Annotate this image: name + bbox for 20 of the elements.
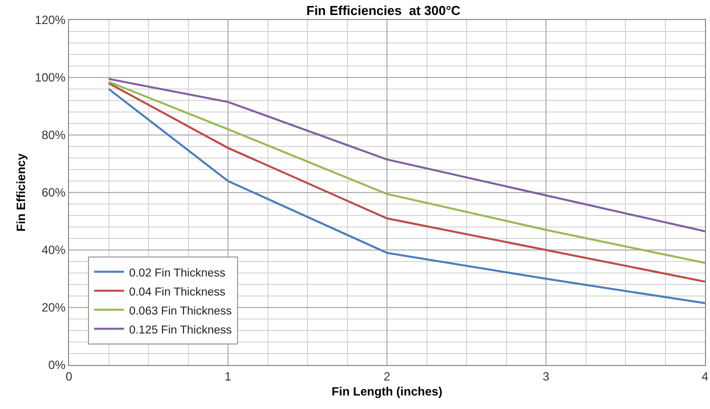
y-tick-label: 120% (34, 13, 66, 28)
x-tick-label: 1 (224, 369, 232, 384)
x-tick-label: 0 (66, 369, 73, 384)
x-tick-label: 3 (542, 369, 550, 384)
y-tick-label: 0% (48, 358, 66, 372)
x-tick-label: 2 (384, 369, 391, 384)
x-tick-label: 4 (702, 369, 709, 384)
legend-label: 0.02 Fin Thickness (129, 267, 226, 280)
y-tick-label: 60% (42, 186, 66, 200)
chart-title: Fin Efficiencies at 300°C (306, 3, 462, 18)
legend-label: 0.063 Fin Thickness (129, 305, 232, 318)
legend-label: 0.04 Fin Thickness (129, 286, 226, 298)
x-axis-title: Fin Length (inches) (332, 384, 442, 398)
y-tick-label: 100% (34, 70, 66, 85)
line-series (108, 78, 705, 232)
legend-label: 0.125 Fin Thickness (129, 324, 232, 336)
y-tick-label: 20% (42, 300, 66, 315)
y-tick-label: 40% (42, 243, 66, 258)
y-axis-title: Fin Efficiency (14, 153, 28, 232)
y-tick-label: 80% (42, 128, 66, 142)
